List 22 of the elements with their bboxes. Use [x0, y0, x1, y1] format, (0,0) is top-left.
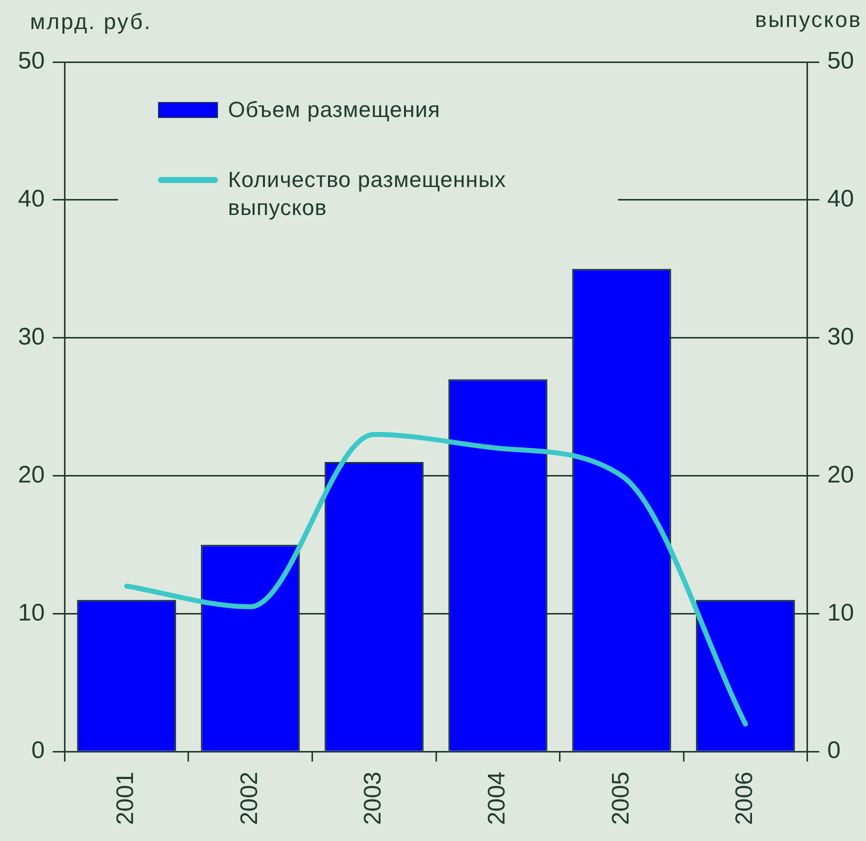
- x-tick-label: 2001: [112, 772, 140, 825]
- y2-tick-label: 0: [827, 737, 841, 764]
- legend-label: Объем размещения: [228, 96, 440, 124]
- legend-label: Количество размещенных выпусков: [228, 166, 508, 222]
- y-tick-label: 20: [18, 461, 45, 488]
- y-tick-label: 10: [18, 599, 45, 626]
- x-tick-label: 2002: [236, 772, 263, 825]
- y-tick-label: 0: [31, 737, 45, 764]
- x-tick-label: 2004: [484, 772, 511, 825]
- y2-tick-label: 40: [827, 186, 854, 213]
- y2-tick-label: 50: [827, 48, 854, 75]
- x-tick-label: 2006: [731, 772, 758, 825]
- x-tick-label: 2005: [607, 772, 634, 825]
- y-tick-label: 40: [18, 186, 45, 213]
- y2-tick-label: 10: [827, 599, 854, 626]
- y-axis-title: млрд. руб.: [30, 8, 152, 36]
- y2-axis-title: выпусков: [755, 6, 862, 34]
- y2-tick-label: 30: [827, 323, 854, 350]
- x-tick-label: 2003: [360, 772, 387, 825]
- y-tick-label: 30: [18, 323, 45, 350]
- y-tick-label: 50: [18, 48, 45, 75]
- y2-tick-label: 20: [827, 461, 854, 488]
